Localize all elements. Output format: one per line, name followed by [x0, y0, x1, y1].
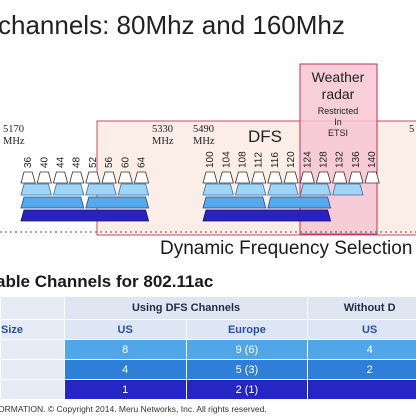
- table-cell-europe: 2 (1): [185, 379, 309, 400]
- channel-number-label: 104: [221, 151, 232, 168]
- channel-40mhz-block: [20, 183, 52, 196]
- channel-number-label: 124: [302, 151, 313, 168]
- freq-5330-label: 5330: [152, 124, 173, 135]
- channel-count-table: Using DFS Channels Without D Size US Eur…: [0, 296, 416, 400]
- weather-line-5: ETSI: [328, 128, 348, 138]
- weather-line-3: Restricted: [318, 106, 359, 116]
- channel-20mhz-block: [52, 171, 69, 184]
- channel-20mhz-block: [133, 171, 150, 184]
- table-row: 4 5 (3) 2: [0, 359, 416, 380]
- channel-20mhz-block: [69, 171, 85, 184]
- channel-number-label: 128: [319, 151, 330, 168]
- channel-20mhz-block: [348, 171, 364, 184]
- table-col-us-nodfs: US: [307, 319, 416, 340]
- channel-40mhz-block: [117, 183, 150, 196]
- weather-line-4: In: [334, 117, 342, 127]
- channel-number-label: 120: [286, 151, 297, 168]
- channel-number-label: 100: [205, 151, 216, 168]
- channel-diagram: 5170 MHz 5330 MHz 5490 MHz 5 DFS Weather…: [0, 63, 416, 236]
- channel-number-label: 60: [120, 156, 131, 168]
- table-cell-us-nodfs: 2: [307, 359, 416, 380]
- table-col-europe: Europe: [185, 319, 309, 340]
- table-cell-us: 4: [63, 359, 187, 380]
- channel-number-label: 64: [137, 156, 148, 168]
- table-header-without-dfs: Without D: [307, 296, 416, 320]
- freq-cut-label: 5: [409, 124, 414, 135]
- table-header-using-dfs: Using DFS Channels: [63, 296, 309, 320]
- slide-title: channels: 80Mhz and 160Mhz: [0, 10, 345, 40]
- channel-20mhz-block: [202, 171, 218, 184]
- table-group-header-row: Using DFS Channels Without D: [0, 296, 416, 320]
- channel-40mhz-block: [332, 183, 364, 196]
- channel-80mhz-block: [20, 196, 85, 209]
- channel-20mhz-block: [283, 171, 299, 184]
- channel-160mhz-block: [202, 209, 332, 222]
- table-cell-us: 1: [63, 379, 187, 400]
- channel-40mhz-block: [234, 183, 267, 196]
- channel-80mhz-block: [267, 196, 332, 209]
- table-title: able Channels for 802.11ac: [0, 272, 214, 291]
- freq-5170-label: 5170: [3, 124, 24, 135]
- dfs-label: DFS: [248, 127, 282, 146]
- channel-40mhz-block: [267, 183, 299, 196]
- channel-160mhz-block: [20, 209, 150, 222]
- channel-80mhz-block: [202, 196, 267, 209]
- channel-number-label: 136: [351, 151, 362, 168]
- table-row: 8 9 (6) 4: [0, 339, 416, 360]
- channel-number-label: 116: [270, 152, 281, 168]
- channel-number-label: 112: [254, 152, 265, 168]
- channel-20mhz-block: [315, 171, 332, 184]
- freq-5330-mhz-label: MHz: [152, 136, 174, 147]
- channel-20mhz-block: [299, 171, 315, 184]
- table-cell-us-nodfs: 4: [307, 339, 416, 360]
- channel-20mhz-block: [251, 171, 267, 184]
- channel-number-label: 108: [238, 151, 249, 168]
- channel-20mhz-block: [117, 171, 133, 184]
- channel-20mhz-block: [36, 171, 52, 184]
- weather-line-2: radar: [322, 86, 355, 102]
- channel-20mhz-block: [101, 171, 117, 184]
- freq-5490-mhz-label: MHz: [193, 136, 215, 147]
- table-header-blank: [0, 296, 65, 320]
- table-cell-us-nodfs: [307, 379, 416, 400]
- channel-number-labels: 36 40 44 48 52 56 60 64 100 104 108 112 116 120 124 128…: [23, 151, 378, 168]
- channel-number-label: 40: [39, 156, 50, 168]
- table-cell-europe: 9 (6): [185, 339, 309, 360]
- channel-20mhz-block: [85, 171, 101, 184]
- channel-number-label: 44: [56, 156, 67, 168]
- channel-20mhz-block: [20, 171, 36, 184]
- channel-number-label: 36: [23, 156, 34, 168]
- weather-line-1: Weather: [312, 69, 365, 85]
- channel-number-label: 140: [367, 151, 378, 168]
- channel-20mhz-block: [267, 171, 283, 184]
- channel-40mhz-block: [202, 183, 234, 196]
- channel-20mhz-block: [234, 171, 251, 184]
- channel-number-label: 56: [104, 156, 115, 168]
- channel-80mhz-block: [85, 196, 150, 209]
- channel-number-label: 48: [72, 156, 83, 168]
- channel-row-20mhz: [20, 171, 380, 184]
- copyright-footer: ORMATION. © Copyright 2014. Meru Network…: [0, 404, 267, 414]
- table-row: 1 2 (1): [0, 379, 416, 400]
- channel-band-rows: [20, 183, 364, 222]
- table-cell-europe: 5 (3): [185, 359, 309, 380]
- table-column-header-row: Size US Europe US: [0, 319, 416, 340]
- table-col-us: US: [63, 319, 187, 340]
- dfs-caption: Dynamic Frequency Selection: [160, 238, 413, 259]
- channel-20mhz-block: [332, 171, 348, 184]
- channel-40mhz-block: [85, 183, 117, 196]
- channel-number-label: 132: [335, 151, 346, 168]
- channel-40mhz-block: [299, 183, 332, 196]
- table-col-size: Size: [0, 319, 65, 340]
- freq-5490-label: 5490: [193, 124, 214, 135]
- channel-20mhz-block: [218, 171, 234, 184]
- channel-number-label: 52: [88, 156, 99, 168]
- channel-40mhz-block: [52, 183, 85, 196]
- table-cell-us: 8: [63, 339, 187, 360]
- channel-20mhz-block: [364, 171, 380, 184]
- freq-5170-mhz-label: MHz: [3, 136, 25, 147]
